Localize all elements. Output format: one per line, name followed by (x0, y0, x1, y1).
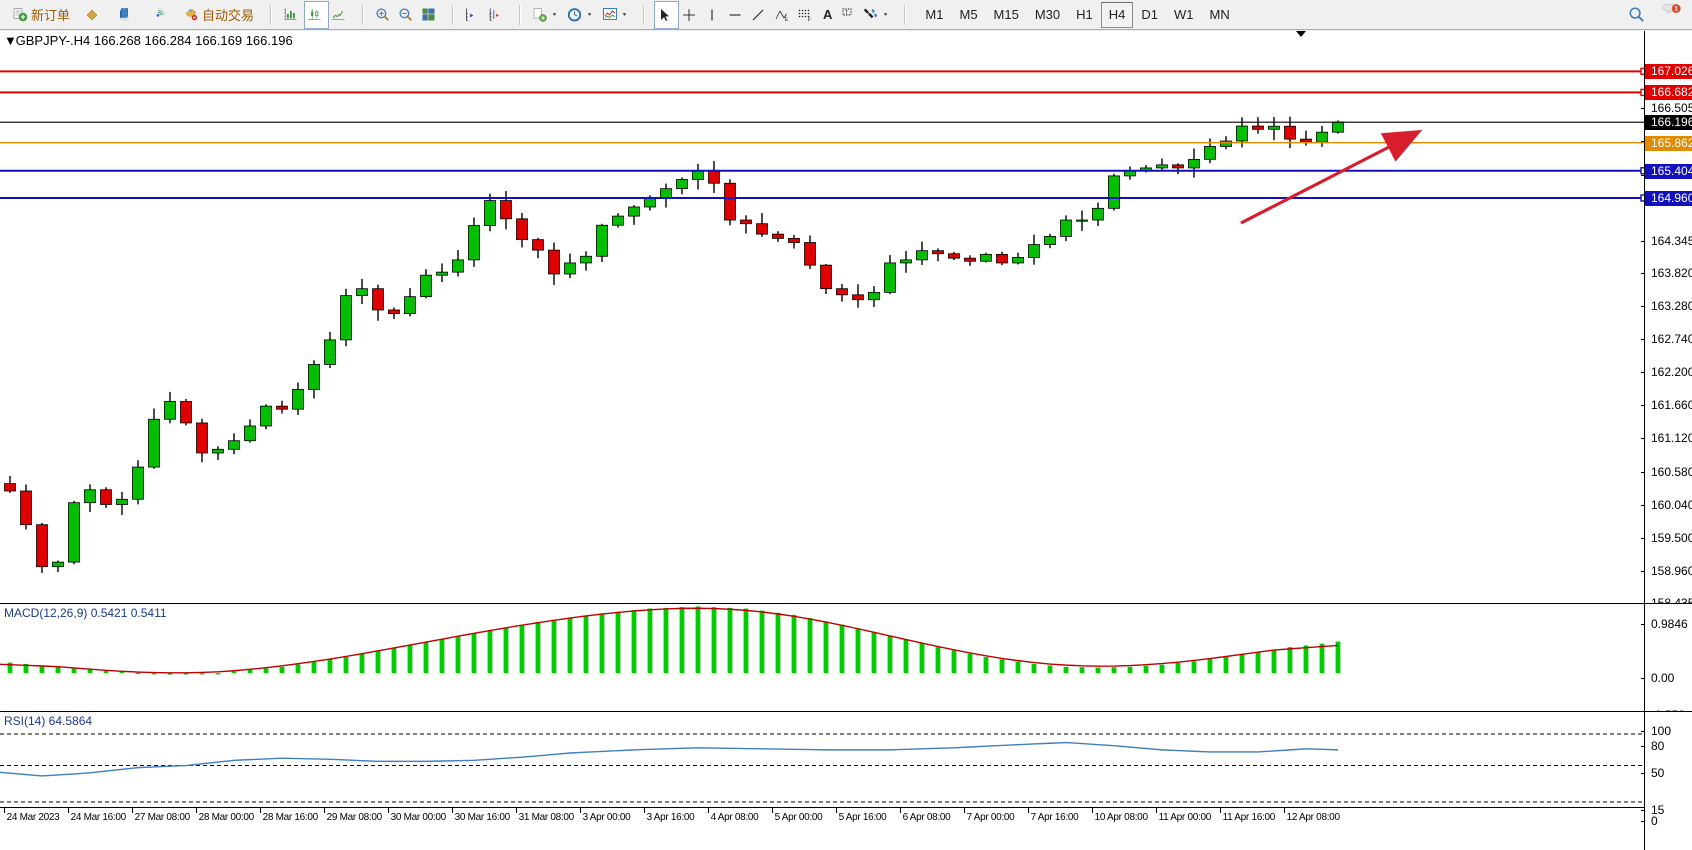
svg-text:E: E (785, 17, 789, 23)
svg-text:1: 1 (1675, 6, 1679, 13)
svg-text:T: T (845, 10, 849, 16)
svg-text:F: F (808, 17, 811, 23)
